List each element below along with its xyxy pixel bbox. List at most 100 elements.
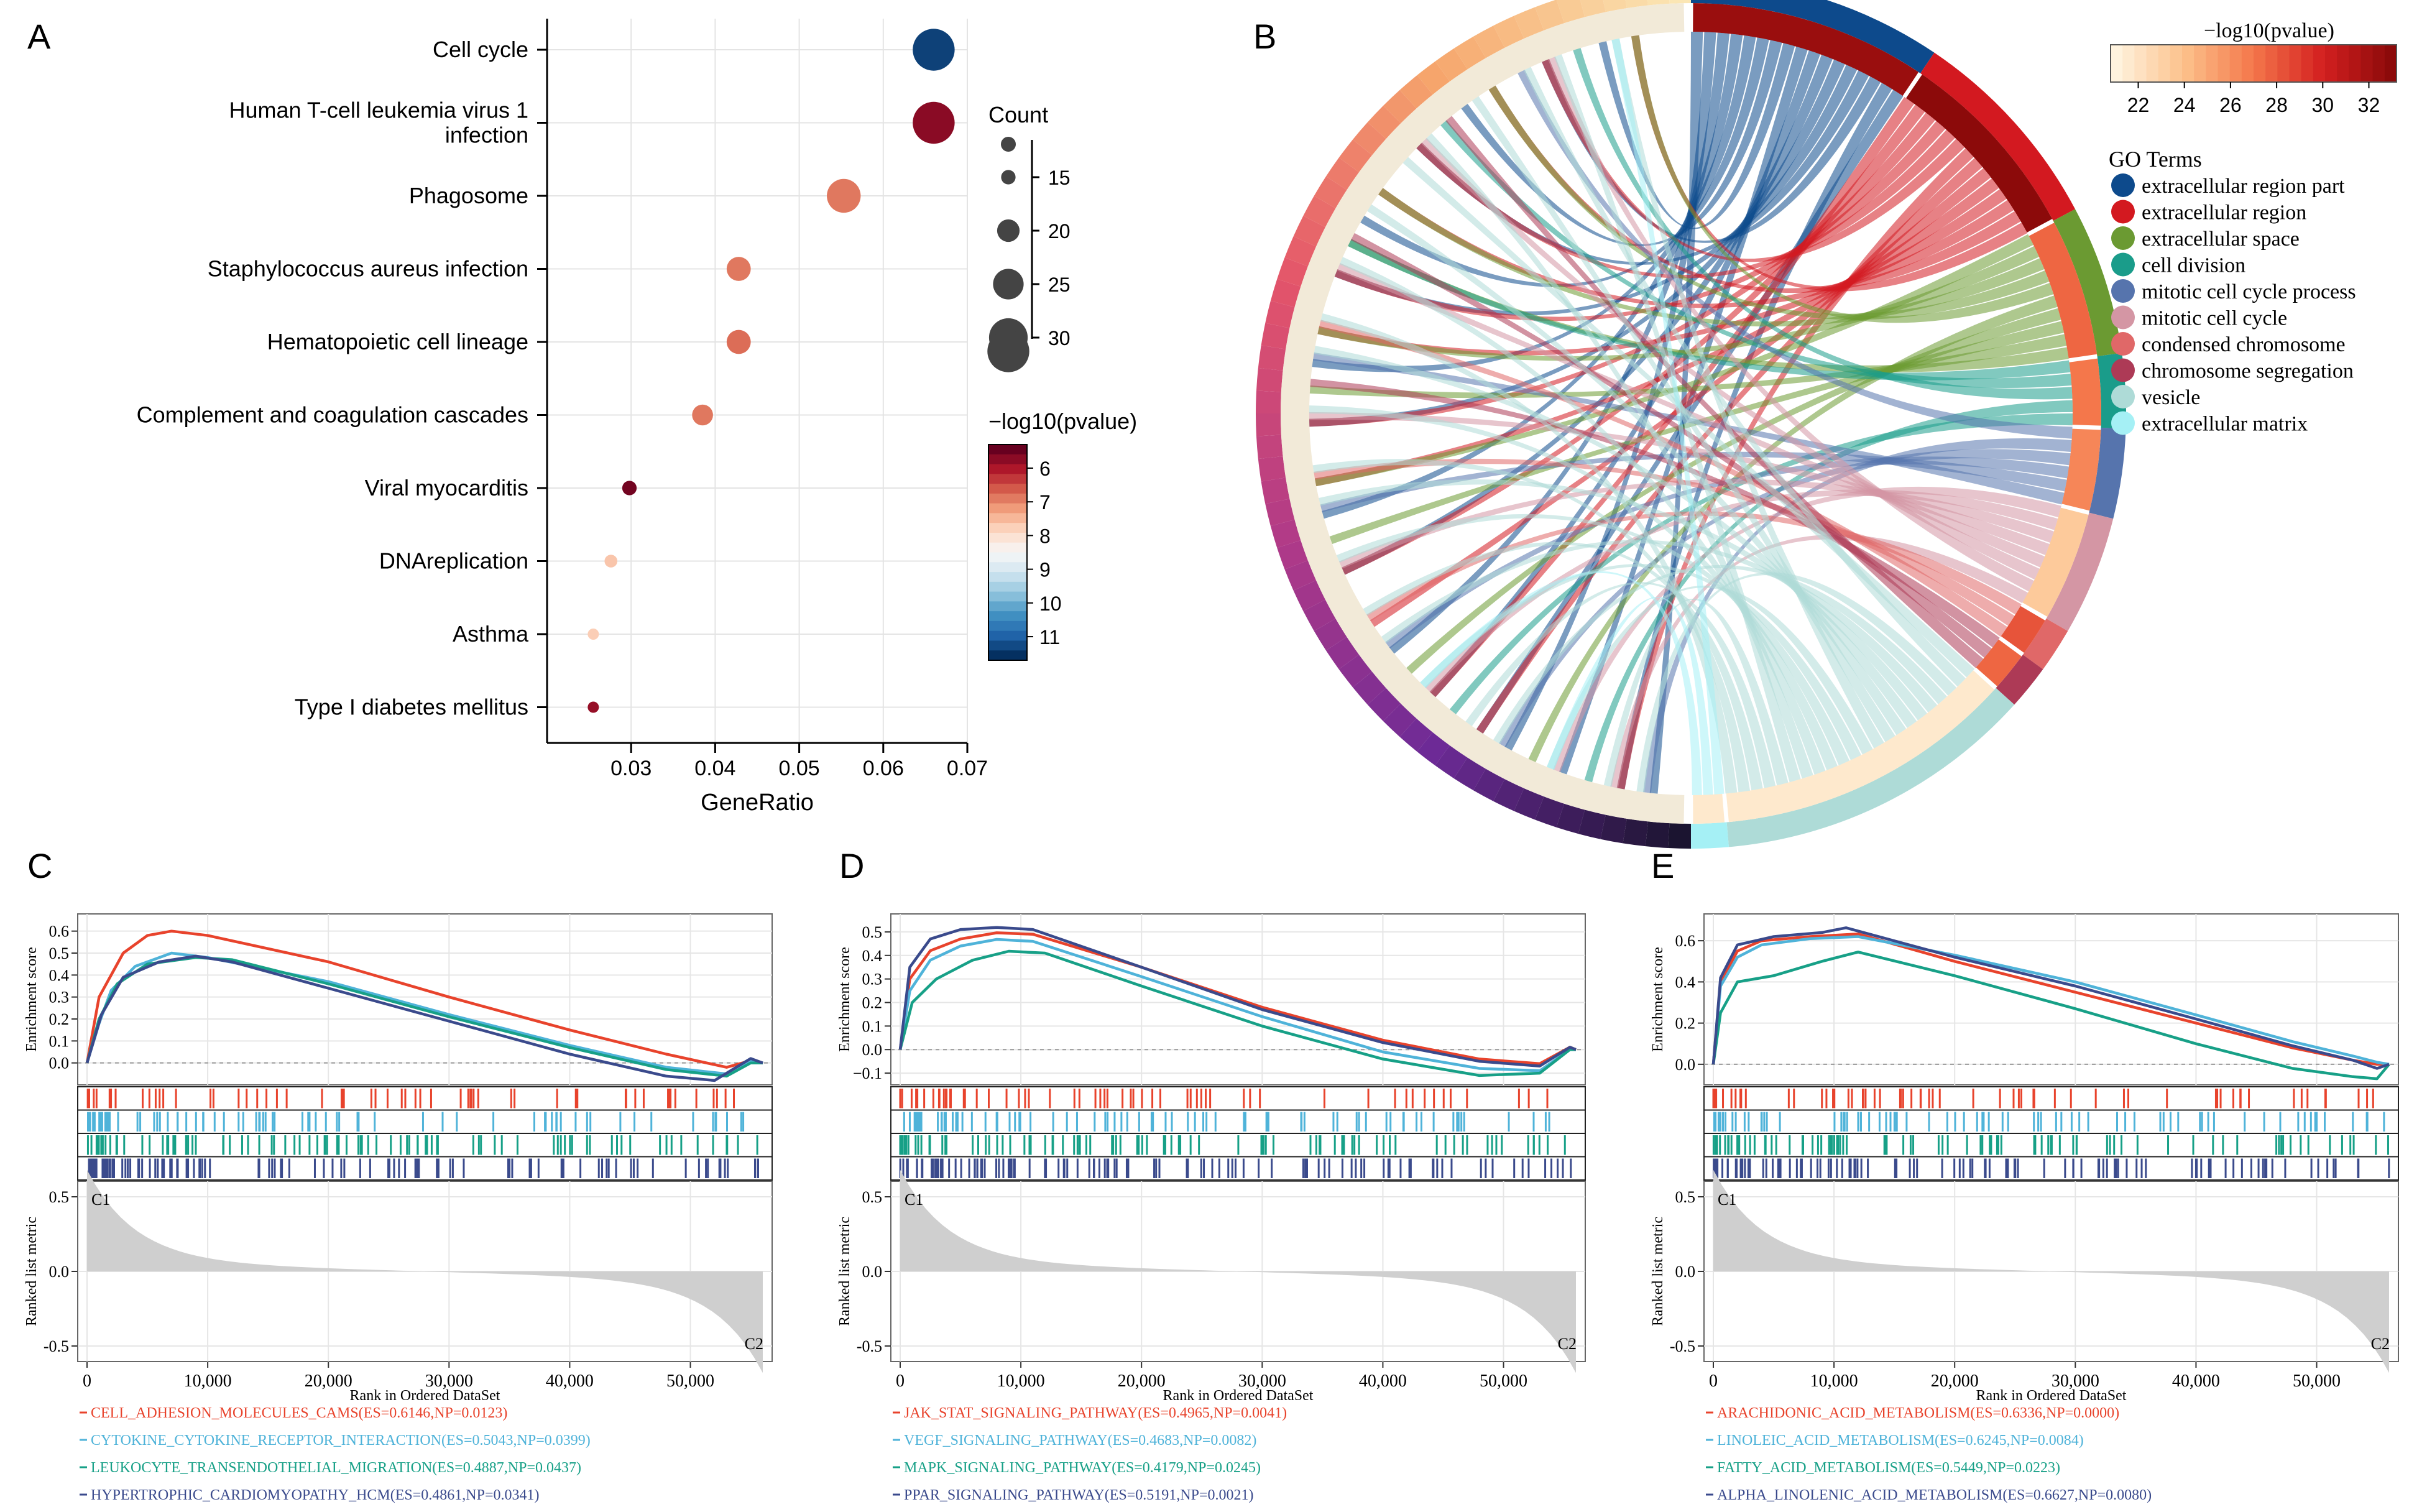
x-axis-title: GeneRatio xyxy=(701,790,814,816)
x-tick-label: 20,000 xyxy=(305,1371,352,1391)
color-legend-swatch xyxy=(988,464,1027,475)
es-tick-label: 0.3 xyxy=(862,970,883,989)
legend-entry: MAPK_SIGNALING_PATHWAY(ES=0.4179,NP=0.02… xyxy=(904,1460,1261,1476)
pvalue-legend-swatch xyxy=(2122,45,2135,82)
x-tick-label: 0.06 xyxy=(863,757,904,780)
gene-sector xyxy=(1399,718,1433,752)
color-legend-swatch xyxy=(988,532,1027,543)
pvalue-legend-swatch xyxy=(2301,45,2314,82)
x-tick-label: 10,000 xyxy=(1810,1371,1858,1391)
category-label: infection xyxy=(445,122,528,148)
es-tick-label: 0.0 xyxy=(49,1054,70,1072)
metric-tick-label: 0.0 xyxy=(49,1263,70,1281)
pvalue-legend-swatch xyxy=(2325,45,2338,82)
chord-ribbon xyxy=(1465,582,1776,788)
data-point xyxy=(587,629,599,640)
es-axis-title: Enrichment score xyxy=(837,947,853,1052)
class-label-c1: C1 xyxy=(905,1191,923,1209)
color-legend-swatch xyxy=(988,601,1027,612)
go-term-sector xyxy=(1691,822,1729,849)
gene-sector xyxy=(1367,688,1401,721)
hit-row-frame xyxy=(1703,1086,2399,1111)
category-label: Hematopoietic cell lineage xyxy=(267,329,528,354)
go-term-swatch xyxy=(2111,411,2135,435)
data-point xyxy=(604,555,618,568)
gene-sector xyxy=(1261,477,1290,504)
gene-sector xyxy=(1338,654,1373,688)
color-legend-swatch xyxy=(988,581,1027,592)
color-legend-title: −log10(pvalue) xyxy=(988,408,1137,434)
gene-sector xyxy=(1645,821,1670,849)
es-tick-label: 0.1 xyxy=(862,1017,883,1035)
class-label-c1: C1 xyxy=(1718,1191,1736,1209)
chord-ribbon xyxy=(1517,70,2073,439)
pvalue-legend-swatch xyxy=(2277,45,2290,82)
chord-panel: −log10(pvalue) 22 24 26 28 30 32 GO Terms extrac… xyxy=(1256,0,2397,849)
category-label: DNAreplication xyxy=(379,548,528,574)
category-label: Human T-cell leukemia virus 1 xyxy=(229,98,528,123)
es-curve xyxy=(85,954,763,1082)
color-legend-swatch xyxy=(988,493,1027,504)
pvalue-legend-swatch xyxy=(2134,45,2147,82)
pvalue-legend-swatch xyxy=(2206,45,2219,82)
chord-ribbon xyxy=(1420,571,1702,795)
class-label-c1: C1 xyxy=(91,1191,110,1209)
legend-entry: FATTY_ACID_METABOLISM(ES=0.5449,NP=0.022… xyxy=(1717,1460,2060,1476)
pvalue-legend-label: 22 xyxy=(2127,94,2150,116)
pvalue-legend-swatch xyxy=(2384,45,2397,82)
x-tick-label: 0 xyxy=(1709,1371,1718,1391)
es-tick-label: 0.1 xyxy=(49,1032,70,1050)
legend-entry: CYTOKINE_CYTOKINE_RECEPTOR_INTERACTION(E… xyxy=(91,1432,591,1449)
hit-row-frame xyxy=(890,1086,1586,1111)
x-tick-label: 20,000 xyxy=(1118,1371,1166,1391)
ranked-metric-area xyxy=(87,1169,763,1373)
size-legend-label: 20 xyxy=(1048,220,1071,242)
gene-sector xyxy=(1399,75,1433,109)
category-label: Viral myocarditis xyxy=(365,475,528,500)
gene-sector xyxy=(1284,560,1317,591)
color-legend-swatch xyxy=(988,552,1027,563)
gene-sector xyxy=(1265,499,1295,527)
chord-ribbon xyxy=(1329,321,2065,545)
go-term-swatch xyxy=(2111,305,2135,330)
es-tick-label: 0.4 xyxy=(862,947,883,965)
x-tick-label: 10,000 xyxy=(997,1371,1045,1391)
size-legend-dot xyxy=(1001,170,1016,185)
gene-sector xyxy=(1270,519,1301,548)
color-legend-swatch xyxy=(988,484,1027,494)
gsea-panel-e: 0.0 0.2 0.4 0.6 Enrichment score 0.5 0.0 -0.5 C1… xyxy=(1650,913,2399,1503)
pvalue-legend-swatch xyxy=(2313,45,2326,82)
go-term-swatch xyxy=(2111,226,2135,250)
pvalue-ring-segment xyxy=(1726,670,1995,823)
go-term-sector xyxy=(2046,512,2114,631)
legend-entry: HYPERTROPHIC_CARDIOMYOPATHY_HCM(ES=0.486… xyxy=(91,1487,540,1503)
legend-entry: ARACHIDONIC_ACID_METABOLISM(ES=0.6336,NP… xyxy=(1717,1405,2119,1421)
color-legend-swatch xyxy=(988,591,1027,602)
gene-sector xyxy=(1668,823,1691,849)
chord-ribbon xyxy=(1314,458,2015,626)
gene-sector xyxy=(1383,90,1417,124)
gene-sector xyxy=(1258,456,1286,482)
chord-ribbon xyxy=(1611,38,1725,795)
chord-ribbon xyxy=(1320,313,1738,794)
gene-sector xyxy=(1284,236,1317,267)
gene-sector xyxy=(1556,803,1585,834)
gene-sector xyxy=(1623,818,1649,847)
ranked-metric-area xyxy=(900,1169,1576,1373)
go-term-label: vesicle xyxy=(2142,386,2200,409)
gene-sector xyxy=(1352,671,1386,705)
pvalue-legend-swatch xyxy=(2170,45,2183,82)
data-point xyxy=(827,178,861,213)
gene-sector xyxy=(1514,7,1544,39)
pvalue-legend-label: 26 xyxy=(2219,94,2242,116)
color-legend-swatch xyxy=(988,640,1027,652)
go-term-swatch xyxy=(2111,252,2135,277)
go-term-label: condensed chromosome xyxy=(2142,333,2346,356)
color-legend-label: 7 xyxy=(1039,491,1051,514)
pvalue-legend-swatch xyxy=(2349,45,2362,82)
pvalue-legend-swatch xyxy=(2372,45,2385,82)
es-curve xyxy=(1711,926,2390,1070)
chord-ribbon xyxy=(1336,514,1850,766)
pvalue-ring-segment xyxy=(1976,639,2022,687)
legend-entry: ALPHA_LINOLENIC_ACID_METABOLISM(ES=0.662… xyxy=(1717,1487,2152,1503)
